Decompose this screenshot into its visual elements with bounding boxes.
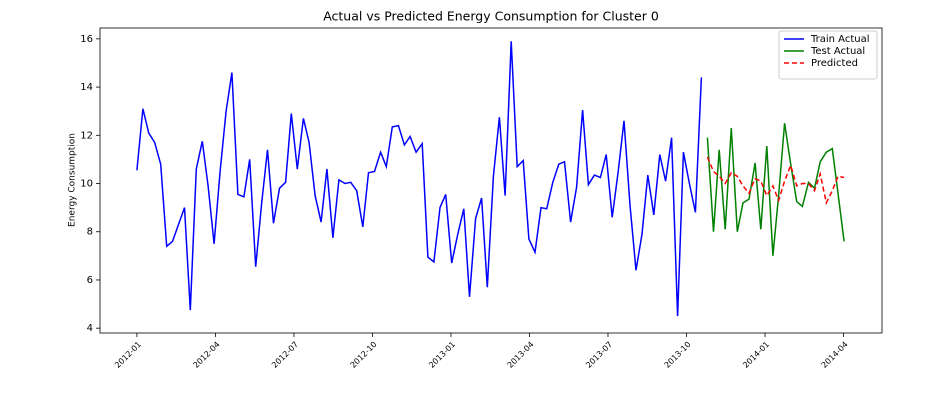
y-tick-label: 10	[80, 179, 93, 190]
y-tick-label: 12	[80, 130, 93, 141]
series-line	[706, 123, 845, 256]
x-tick-label: 2013-04	[506, 340, 536, 370]
y-tick-label: 16	[80, 34, 93, 45]
chart-title: Actual vs Predicted Energy Consumption f…	[323, 9, 659, 24]
legend-box	[778, 30, 878, 80]
legend-label: Train Actual	[810, 34, 870, 45]
x-tick-label: 2012-04	[192, 340, 222, 370]
y-tick-label: 8	[87, 227, 93, 238]
series-line	[706, 156, 845, 206]
x-tick-label: 2012-01	[113, 340, 143, 370]
x-tick-label: 2012-10	[349, 340, 379, 370]
x-tick-label: 2013-07	[584, 340, 614, 370]
x-tick-label: 2013-01	[427, 340, 457, 370]
plot-frame	[99, 27, 883, 334]
x-tick-label: 2014-04	[820, 340, 850, 370]
series-line	[136, 41, 703, 317]
y-tick-label: 14	[80, 82, 93, 93]
x-tick-label: 2013-10	[663, 340, 693, 370]
y-tick-label: 6	[87, 275, 93, 286]
legend-label: Test Actual	[810, 46, 865, 57]
y-axis-label: Energy Consumption	[68, 133, 78, 227]
x-tick-label: 2014-01	[741, 340, 771, 370]
legend-label: Predicted	[811, 58, 858, 69]
y-tick-label: 4	[87, 323, 93, 334]
x-tick-label: 2012-07	[270, 340, 300, 370]
